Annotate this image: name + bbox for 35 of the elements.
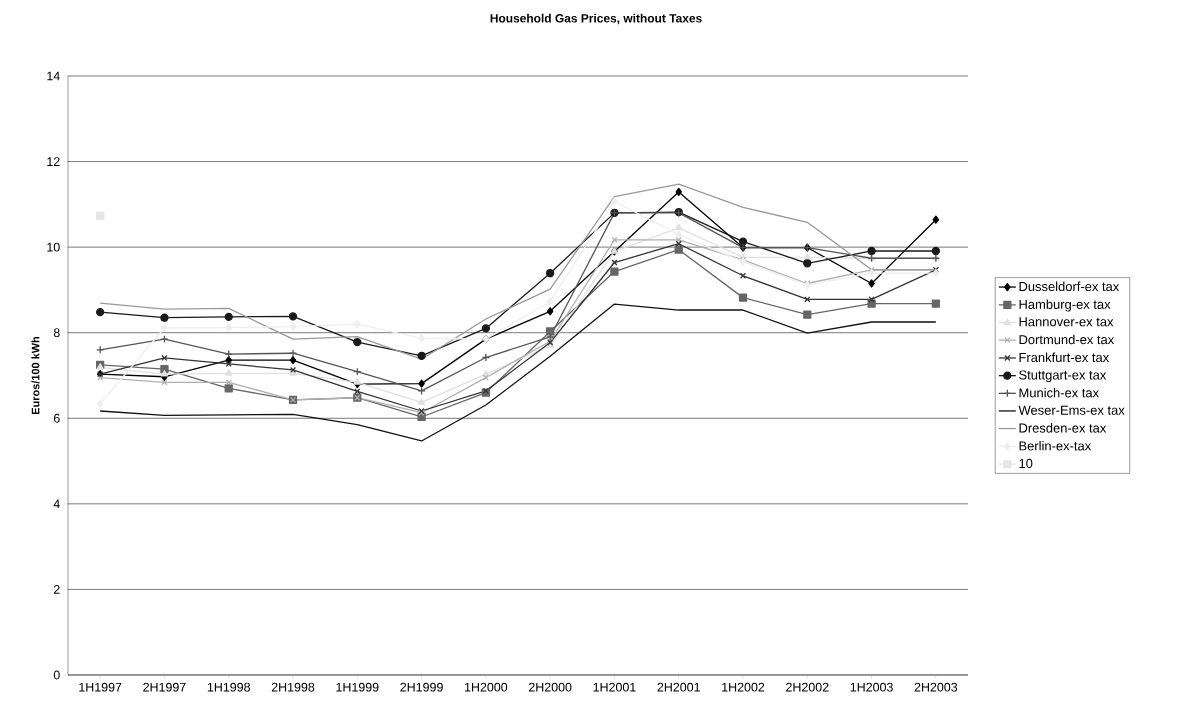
x-tick-label: 1H1998: [207, 682, 250, 692]
x-tick-label: 2H1998: [271, 682, 315, 692]
x-tick-label: 1H2002: [722, 682, 765, 692]
legend-label: Dusseldorf-ex tax: [1019, 281, 1120, 292]
x-tick-label: 2H2000: [528, 682, 572, 692]
legend-label: Stuttgart-ex tax: [1019, 370, 1107, 383]
x-tick-label: 2H1997: [143, 682, 186, 692]
y-tick-label: 12: [47, 157, 60, 166]
legend-label: Berlin-ex-tax: [1019, 440, 1092, 451]
y-tick-label: 0: [53, 670, 60, 680]
x-tick-label: 2H1999: [400, 682, 443, 692]
legend-label: Weser-Ems-ex tax: [1018, 405, 1125, 415]
legend-label: Frankfurt-ex tax: [1019, 352, 1110, 363]
y-tick-label: 8: [53, 328, 60, 338]
legend-label: Dresden-ex tax: [1019, 423, 1107, 433]
y-tick-label: 4: [53, 499, 60, 509]
y-tick-label: 6: [53, 413, 60, 423]
chart-title: Household Gas Prices, without Taxes: [490, 13, 702, 25]
legend-label: Hannover-ex tax: [1019, 317, 1114, 327]
x-tick-label: 2H2003: [914, 682, 958, 692]
legend-label: 10: [1019, 458, 1033, 468]
legend-label: Hamburg-ex tax: [1019, 299, 1111, 312]
y-axis-title: Euros/100 kWh: [31, 336, 40, 415]
legend-label: Munich-ex tax: [1019, 387, 1099, 398]
legend-label: Dortmund-ex tax: [1019, 334, 1115, 345]
x-tick-label: 1H1997: [79, 682, 122, 692]
y-tick-label: 2: [53, 585, 60, 594]
x-tick-label: 2H2002: [786, 682, 829, 692]
x-tick-label: 1H2003: [850, 682, 893, 692]
y-tick-label: 10: [47, 242, 60, 252]
x-tick-label: 1H2001: [593, 682, 636, 692]
x-tick-label: 1H1999: [336, 682, 379, 692]
x-tick-label: 2H2001: [657, 682, 700, 692]
y-tick-label: 14: [47, 71, 60, 81]
x-tick-label: 1H2000: [465, 682, 508, 692]
